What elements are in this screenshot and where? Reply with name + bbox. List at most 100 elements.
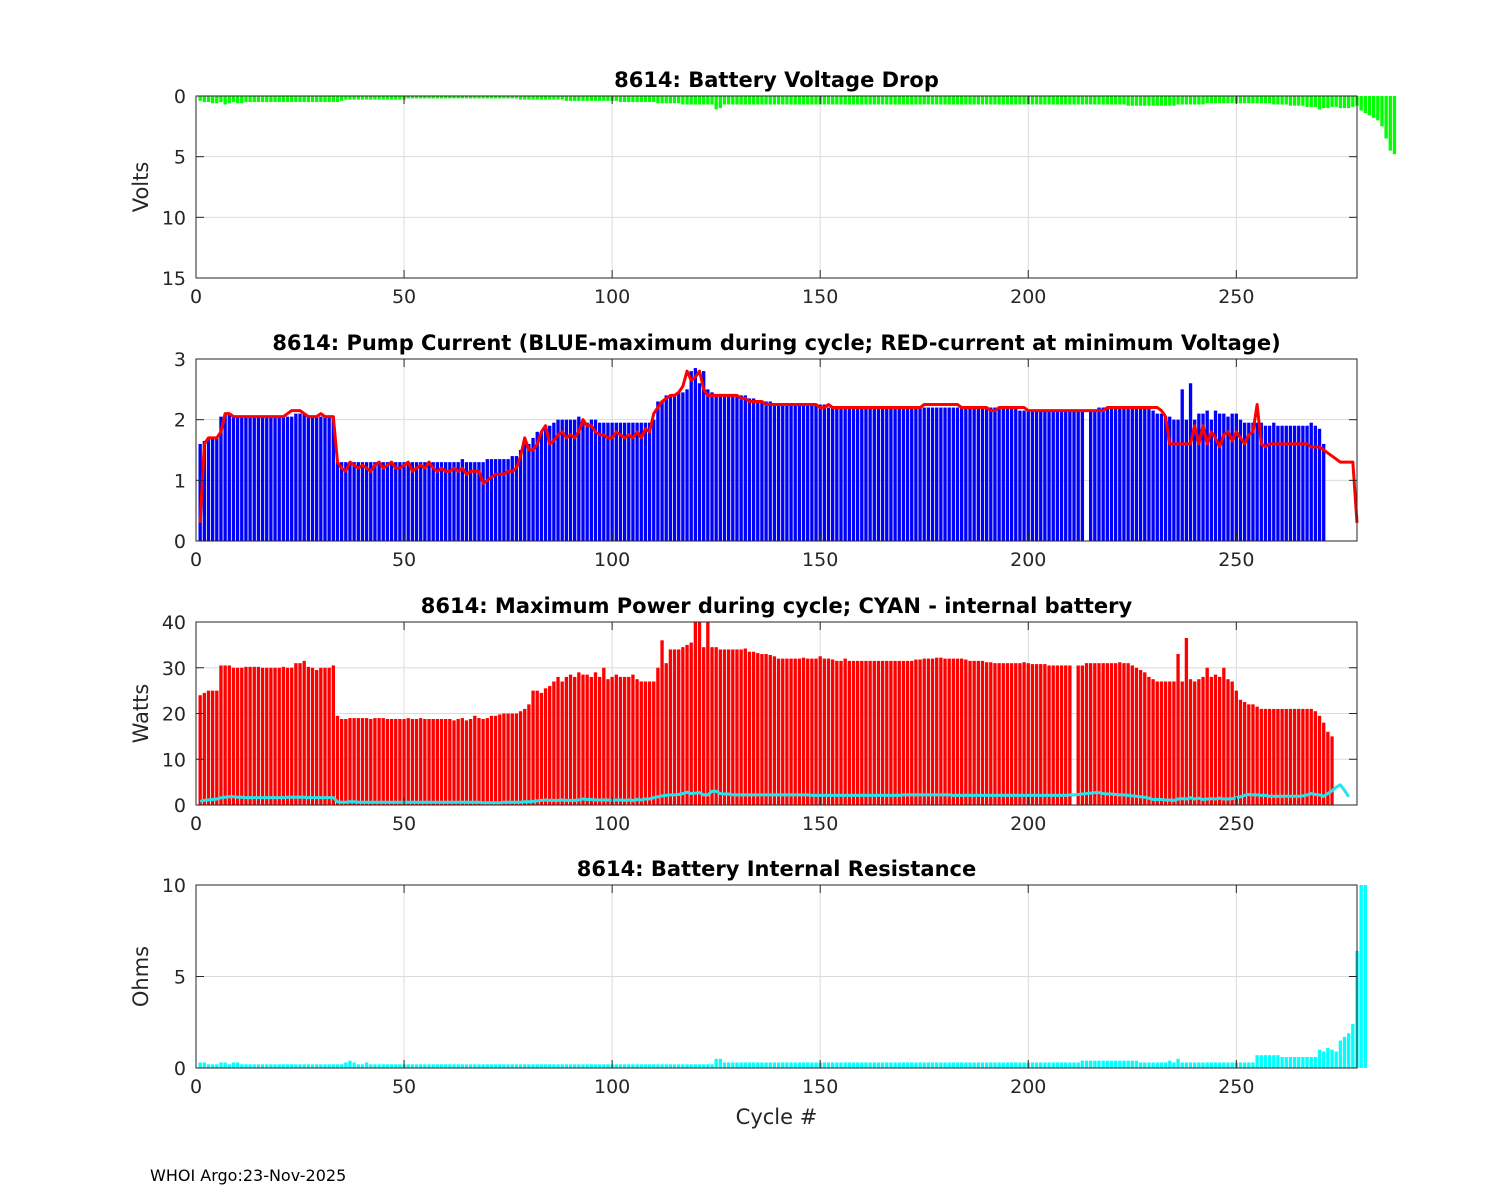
bar: [1284, 425, 1288, 541]
bar: [897, 407, 901, 541]
bar: [677, 392, 681, 541]
bar: [776, 1062, 781, 1068]
bar: [868, 96, 872, 105]
bar: [1105, 663, 1109, 805]
bar: [294, 1064, 298, 1068]
bar: [656, 96, 660, 104]
x-tick-label: 200: [1010, 549, 1046, 571]
bar: [960, 1062, 964, 1068]
bar: [535, 1064, 539, 1068]
bar: [1043, 664, 1047, 805]
bar: [531, 437, 535, 541]
bar: [1347, 1033, 1351, 1068]
bar: [1134, 1060, 1139, 1068]
bar: [1059, 665, 1064, 805]
y-tick-label: 1: [174, 470, 186, 492]
bar: [1263, 425, 1268, 541]
bar: [914, 1062, 918, 1068]
bar: [260, 96, 265, 103]
bar: [760, 1062, 764, 1068]
bar: [839, 1062, 843, 1068]
bar: [419, 96, 423, 99]
bar: [822, 1062, 827, 1068]
bar: [918, 96, 922, 105]
bar: [1363, 96, 1367, 113]
bar: [514, 456, 519, 541]
bar: [1317, 715, 1322, 805]
bar: [523, 1064, 527, 1068]
bar: [960, 658, 964, 805]
bar: [839, 660, 843, 805]
bar: [256, 96, 261, 103]
bar: [905, 1062, 910, 1068]
bar: [210, 437, 215, 541]
bar: [506, 96, 510, 99]
bar: [801, 1062, 806, 1068]
bar: [984, 662, 989, 805]
bar: [1030, 1062, 1035, 1068]
bar: [327, 1064, 331, 1068]
bar: [880, 660, 885, 805]
bar: [273, 416, 277, 541]
bar: [1118, 96, 1122, 105]
axes-box: [195, 358, 1358, 542]
bar: [1047, 410, 1051, 541]
bar: [1026, 663, 1030, 805]
plot-area: [196, 96, 1357, 278]
bar: [1313, 96, 1318, 107]
bar: [864, 96, 868, 105]
y-tick-label: 10: [162, 875, 186, 897]
bar: [327, 96, 331, 103]
bar: [1080, 665, 1085, 805]
bar: [1276, 96, 1280, 105]
bar: [914, 96, 918, 105]
y-tick-label: 5: [174, 147, 186, 169]
bar: [1059, 410, 1064, 541]
bar: [435, 718, 440, 805]
bar: [1280, 96, 1284, 105]
bar: [926, 658, 931, 805]
bar: [647, 96, 652, 103]
bar: [1251, 96, 1255, 104]
bar: [939, 96, 943, 105]
bar: [1280, 1057, 1284, 1068]
bar: [256, 666, 261, 805]
chart-title: 8614: Pump Current (BLUE-maximum during …: [272, 331, 1280, 355]
bar: [964, 1062, 968, 1068]
bar: [531, 1064, 535, 1068]
bar: [1089, 96, 1093, 105]
bar: [910, 1062, 914, 1068]
bar: [506, 713, 510, 805]
bar: [389, 1064, 394, 1068]
bar: [389, 96, 394, 100]
bar: [955, 658, 960, 805]
bar: [556, 419, 560, 541]
bar: [439, 96, 444, 99]
bar: [539, 431, 544, 541]
bar: [477, 96, 481, 99]
bar: [1089, 663, 1093, 805]
bar: [951, 96, 956, 105]
bar: [876, 96, 881, 105]
bar: [602, 667, 606, 805]
bar: [543, 425, 548, 541]
bar: [847, 96, 851, 105]
bar: [260, 1064, 265, 1068]
bar: [922, 96, 926, 105]
bar: [1334, 96, 1338, 107]
bar: [880, 96, 885, 105]
bar: [806, 96, 810, 105]
bar: [539, 692, 544, 805]
bar: [1030, 664, 1035, 805]
bar: [706, 389, 710, 541]
bar: [635, 679, 639, 805]
bar: [406, 1064, 410, 1068]
bar: [656, 401, 660, 541]
y-tick-label: 15: [162, 268, 186, 290]
bar: [543, 688, 548, 805]
bar: [1301, 425, 1305, 541]
bar: [889, 1062, 893, 1068]
bar: [223, 96, 227, 105]
bar: [1172, 1062, 1176, 1068]
bar: [1342, 1036, 1347, 1068]
